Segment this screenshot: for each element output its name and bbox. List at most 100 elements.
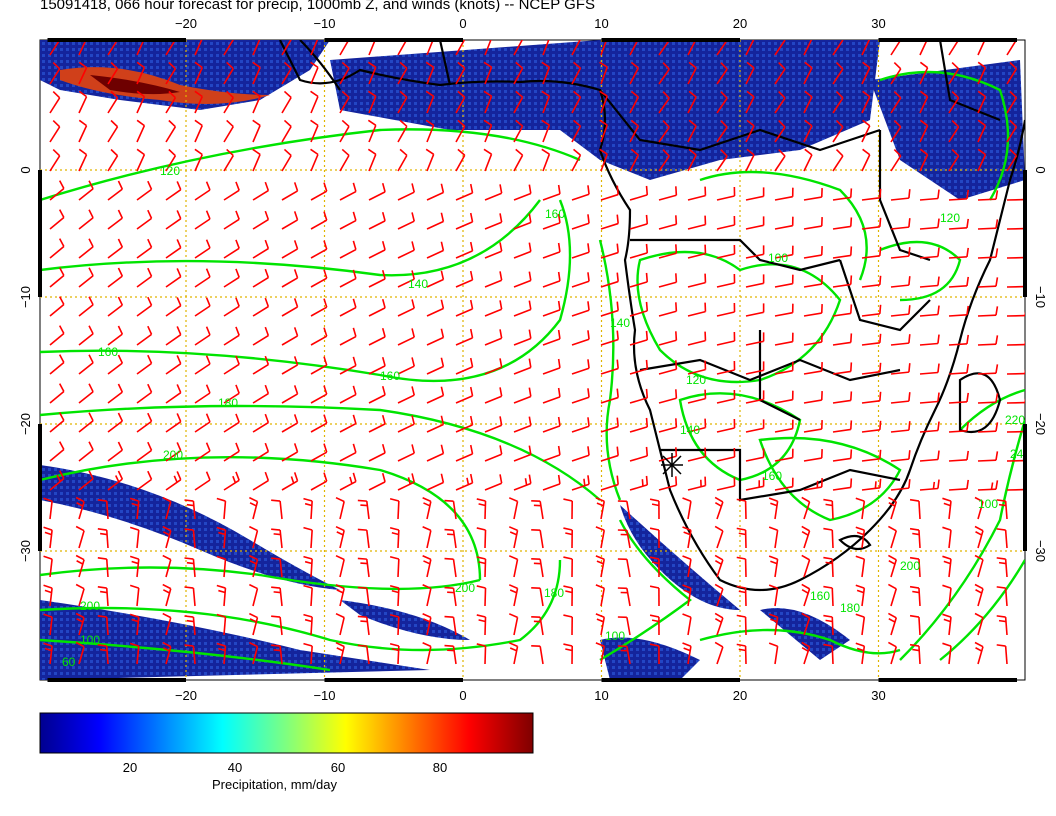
- wind-barb: [745, 332, 765, 346]
- wind-barb: [107, 238, 124, 259]
- wind-barb: [682, 526, 692, 549]
- wind-barb: [890, 392, 911, 404]
- wind-barb: [422, 555, 432, 578]
- wind-barb: [271, 615, 283, 636]
- contour-label: 160: [98, 345, 118, 359]
- wind-barb: [129, 584, 140, 607]
- wind-barb: [281, 443, 299, 462]
- wind-barb: [629, 214, 649, 230]
- wind-barb: [194, 326, 211, 346]
- wind-barb: [357, 499, 370, 520]
- wind-barb: [948, 334, 970, 346]
- wind-barb: [687, 61, 697, 85]
- wind-barb: [107, 90, 119, 114]
- wind-barb: [165, 239, 182, 259]
- wind-barb: [919, 276, 940, 288]
- wind-barb: [216, 555, 227, 578]
- contour-label: 200: [80, 599, 100, 613]
- wind-barb: [629, 330, 649, 346]
- wind-barb: [600, 330, 619, 346]
- wind-barb: [974, 554, 984, 578]
- wind-barb: [629, 301, 649, 317]
- wind-barb: [49, 354, 65, 375]
- wind-barb: [455, 212, 474, 230]
- y-tick-label: −30: [18, 540, 33, 562]
- y-tick-label: 0: [1033, 166, 1048, 173]
- wind-barb: [977, 219, 999, 230]
- contour-line: [699, 170, 868, 281]
- wind-barb: [368, 414, 386, 433]
- wind-barb: [745, 303, 765, 317]
- wind-barb: [223, 148, 234, 172]
- wind-barbs: [43, 40, 1025, 665]
- wind-barb: [75, 583, 85, 607]
- wind-barb: [508, 497, 519, 520]
- wind-barb: [483, 90, 493, 114]
- wind-barb: [335, 583, 345, 607]
- wind-barb: [774, 91, 786, 114]
- wind-barb: [571, 90, 582, 114]
- wind-barb: [682, 555, 692, 578]
- wind-barb: [682, 497, 692, 520]
- wind-barb: [595, 497, 606, 520]
- wind-barb: [974, 525, 984, 549]
- wind-barb: [455, 40, 466, 56]
- x-tick-label: 0: [459, 16, 466, 31]
- wind-barb: [803, 362, 823, 375]
- wind-barb: [919, 363, 940, 375]
- contour-label: 60: [62, 655, 76, 669]
- wind-barb: [716, 447, 736, 462]
- wind-barb: [271, 528, 283, 549]
- wind-barb: [397, 328, 415, 346]
- wind-barb: [1006, 195, 1025, 201]
- wind-barb: [595, 584, 606, 607]
- wind-barb: [303, 526, 313, 549]
- wind-barb: [484, 387, 503, 404]
- wind-barb: [49, 40, 61, 56]
- wind-barb: [136, 412, 153, 433]
- wind-barb: [542, 271, 561, 288]
- wind-barb: [397, 270, 415, 288]
- wind-barb: [310, 90, 319, 114]
- wind-barb: [194, 268, 211, 288]
- country-border: [938, 40, 1001, 122]
- wind-barb: [977, 119, 987, 143]
- wind-barb: [687, 273, 707, 288]
- wind-barb: [890, 247, 911, 259]
- wind-barb: [78, 148, 88, 172]
- precip-east-africa: [870, 60, 1025, 200]
- wind-barb: [658, 91, 670, 114]
- wind-barb: [919, 218, 940, 230]
- wind-barb: [107, 325, 124, 346]
- precip-southern-cell-2: [600, 637, 700, 680]
- wind-barb: [107, 209, 124, 230]
- wind-barb: [389, 585, 400, 607]
- wind-barb: [1006, 90, 1018, 114]
- wind-barb: [339, 385, 357, 404]
- wind-barb: [75, 496, 85, 520]
- wind-barb: [542, 213, 561, 230]
- wind-barb: [310, 327, 328, 346]
- contour-label: 240: [1010, 447, 1030, 461]
- y-tick-label: −10: [1033, 286, 1048, 308]
- wind-barb: [107, 40, 119, 56]
- wind-barb: [832, 120, 844, 143]
- wind-barb: [107, 148, 119, 172]
- wind-barb: [832, 391, 853, 404]
- wind-barb: [948, 392, 970, 404]
- wind-barb: [303, 584, 313, 607]
- wind-barb: [687, 215, 707, 230]
- wind-barb: [49, 119, 61, 143]
- wind-barb: [996, 615, 1008, 636]
- wind-barb: [252, 40, 261, 56]
- wind-barb: [855, 526, 866, 549]
- country-border: [878, 130, 931, 262]
- wind-barb: [78, 441, 94, 462]
- wind-barb: [629, 388, 649, 404]
- wind-barb: [513, 148, 524, 172]
- wind-barb: [281, 269, 299, 288]
- wind-barb: [541, 119, 551, 143]
- wind-barb: [745, 390, 765, 404]
- wind-barb: [682, 613, 692, 636]
- wind-barb: [484, 184, 503, 201]
